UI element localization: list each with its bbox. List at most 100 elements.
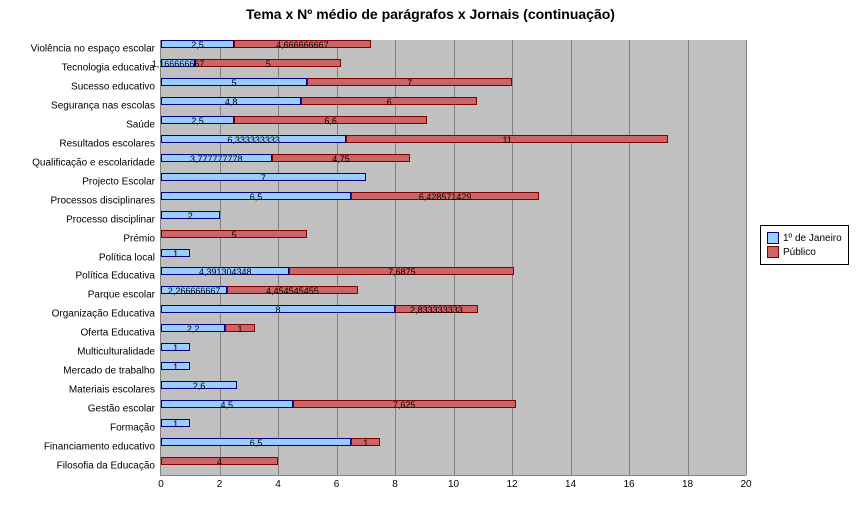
bar-primeiro: 2,266666667 [161,286,227,294]
chart-container: 02468101214161820Violência no espaço esc… [0,40,861,520]
x-tick-label: 4 [275,479,281,490]
bar-publico: 4,454545455 [227,286,357,294]
bar-primeiro: 2,5 [161,40,234,48]
x-tick-label: 20 [740,479,751,490]
chart-title: Tema x Nº médio de parágrafos x Jornais … [0,0,861,22]
bar-primeiro: 7 [161,173,366,181]
x-tick-label: 18 [682,479,693,490]
bar-primeiro: 1,166666667 [161,59,195,67]
bar-value-label: 6,6 [324,117,337,125]
y-category-label: Sucesso educativo [71,82,155,93]
y-category-label: Segurança nas escolas [51,101,155,112]
grid-line [571,40,572,475]
bar-value-label: 7,6875 [388,268,416,276]
plot-area: 02468101214161820Violência no espaço esc… [160,40,746,476]
grid-line [220,40,221,475]
legend-item: 1º de Janeiro [767,232,842,244]
bar-value-label: 3,777777778 [190,155,243,163]
x-tick-label: 14 [565,479,576,490]
bar-value-label: 6,428571429 [419,193,472,201]
bar-primeiro: 1 [161,419,190,427]
bar-publico: 4,666666667 [234,40,371,48]
y-category-label: Mercado de trabalho [63,365,155,376]
bar-publico: 4 [161,457,278,465]
bar-value-label: 4,666666667 [276,41,329,49]
bar-primeiro: 4,391304348 [161,267,289,275]
bar-primeiro: 3,777777778 [161,154,272,162]
y-category-label: Política local [99,252,155,263]
grid-line [746,40,747,475]
bar-primeiro: 2,5 [161,116,234,124]
bar-publico: 1 [225,324,254,332]
x-tick-label: 6 [334,479,340,490]
bar-publico: 7,6875 [289,267,514,275]
y-category-label: Formação [110,422,155,433]
bar-value-label: 2,833333333 [410,306,463,314]
bar-value-label: 5 [266,60,271,68]
legend-item: Público [767,246,842,258]
y-category-label: Parque escolar [88,290,155,301]
bar-value-label: 2,5 [191,117,204,125]
bar-value-label: 4,454545455 [266,287,319,295]
bar-primeiro: 4,8 [161,97,301,105]
bar-value-label: 2,5 [191,41,204,49]
bar-value-label: 6,333333333 [227,136,280,144]
bar-publico: 6,428571429 [351,192,539,200]
grid-line [512,40,513,475]
bar-value-label: 4 [217,458,222,466]
bar-value-label: 2,266666667 [168,287,221,295]
legend-label: Público [783,247,816,258]
bar-value-label: 1 [173,363,178,371]
y-category-label: Gestão escolar [88,403,155,414]
x-tick-label: 8 [392,479,398,490]
bar-value-label: 5 [232,79,237,87]
bar-value-label: 5 [232,231,237,239]
bar-primeiro: 6,333333333 [161,135,346,143]
y-category-label: Processo disciplinar [66,214,155,225]
y-category-label: Projecto Escolar [82,176,155,187]
bar-primeiro: 2,6 [161,381,237,389]
bar-value-label: 6,5 [250,439,263,447]
bar-value-label: 2 [188,212,193,220]
grid-line [454,40,455,475]
y-category-label: Tecnologia educativa [62,63,155,74]
bar-primeiro: 6,5 [161,438,351,446]
grid-line [629,40,630,475]
bar-value-label: 8 [275,306,280,314]
bar-primeiro: 1 [161,249,190,257]
bar-primeiro: 1 [161,343,190,351]
bar-publico: 7,625 [293,400,516,408]
bar-value-label: 7 [261,174,266,182]
legend-label: 1º de Janeiro [783,233,842,244]
bar-primeiro: 8 [161,305,395,313]
y-category-label: Política Educativa [76,271,156,282]
y-category-label: Resultados escolares [59,139,155,150]
bar-publico: 5 [161,230,307,238]
bar-value-label: 1 [173,420,178,428]
y-category-label: Multiculturalidade [77,347,155,358]
y-category-label: Filosofia da Educação [57,460,155,471]
bar-value-label: 1 [363,439,368,447]
bar-publico: 11 [346,135,668,143]
legend: 1º de Janeiro Público [760,225,849,265]
bar-primeiro: 6,5 [161,192,351,200]
bar-value-label: 6 [387,98,392,106]
bar-primeiro: 2 [161,211,220,219]
grid-line [278,40,279,475]
bar-value-label: 6,5 [250,193,263,201]
y-category-label: Oferta Educativa [81,328,155,339]
grid-line [337,40,338,475]
bar-primeiro: 5 [161,78,307,86]
bar-publico: 1 [351,438,380,446]
bar-publico: 6 [301,97,477,105]
bar-value-label: 4,391304348 [199,268,252,276]
bar-value-label: 7,625 [393,401,416,409]
bar-value-label: 1 [173,344,178,352]
bar-value-label: 7 [407,79,412,87]
bar-publico: 7 [307,78,512,86]
bar-value-label: 4,8 [225,98,238,106]
x-tick-label: 2 [217,479,223,490]
bar-value-label: 4,75 [332,155,350,163]
bar-publico: 4,75 [272,154,411,162]
y-category-label: Financiamento educativo [44,441,155,452]
